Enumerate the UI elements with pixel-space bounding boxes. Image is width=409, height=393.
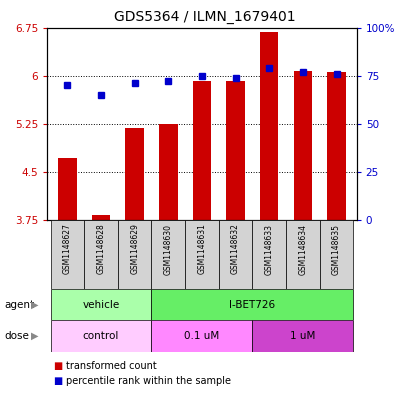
Bar	[226, 81, 244, 220]
Text: ■: ■	[53, 376, 63, 386]
Text: GSM1148630: GSM1148630	[163, 224, 172, 275]
Bar	[326, 72, 345, 220]
Bar	[50, 220, 84, 289]
Bar	[184, 220, 218, 289]
Bar	[259, 32, 278, 220]
Bar	[84, 220, 117, 289]
Bar	[117, 220, 151, 289]
Bar	[58, 158, 76, 220]
Bar	[92, 215, 110, 220]
Bar	[293, 70, 311, 220]
Text: agent: agent	[4, 299, 34, 310]
Bar	[151, 220, 184, 289]
Bar	[151, 289, 353, 320]
Bar	[192, 81, 211, 220]
Bar	[252, 220, 285, 289]
Bar	[159, 124, 177, 220]
Text: GSM1148634: GSM1148634	[298, 224, 307, 275]
Text: 1 uM: 1 uM	[290, 331, 315, 341]
Bar	[218, 220, 252, 289]
Text: ▶: ▶	[31, 331, 38, 341]
Text: 0.1 uM: 0.1 uM	[184, 331, 219, 341]
Text: GSM1148635: GSM1148635	[331, 224, 340, 275]
Text: GSM1148632: GSM1148632	[231, 224, 240, 274]
Text: GDS5364 / ILMN_1679401: GDS5364 / ILMN_1679401	[114, 10, 295, 24]
Bar	[151, 320, 252, 352]
Text: GSM1148628: GSM1148628	[96, 224, 105, 274]
Text: transformed count: transformed count	[65, 361, 156, 371]
Text: control: control	[83, 331, 119, 341]
Bar	[252, 320, 353, 352]
Bar	[285, 220, 319, 289]
Text: GSM1148631: GSM1148631	[197, 224, 206, 274]
Text: GSM1148627: GSM1148627	[63, 224, 72, 274]
Text: GSM1148633: GSM1148633	[264, 224, 273, 275]
Text: ■: ■	[53, 361, 63, 371]
Bar	[319, 220, 353, 289]
Text: GSM1148629: GSM1148629	[130, 224, 139, 274]
Bar	[50, 320, 151, 352]
Text: vehicle: vehicle	[82, 299, 119, 310]
Text: I-BET726: I-BET726	[229, 299, 275, 310]
Bar	[125, 128, 144, 220]
Text: ▶: ▶	[31, 299, 38, 310]
Text: percentile rank within the sample: percentile rank within the sample	[65, 376, 230, 386]
Bar	[50, 289, 151, 320]
Text: dose: dose	[4, 331, 29, 341]
